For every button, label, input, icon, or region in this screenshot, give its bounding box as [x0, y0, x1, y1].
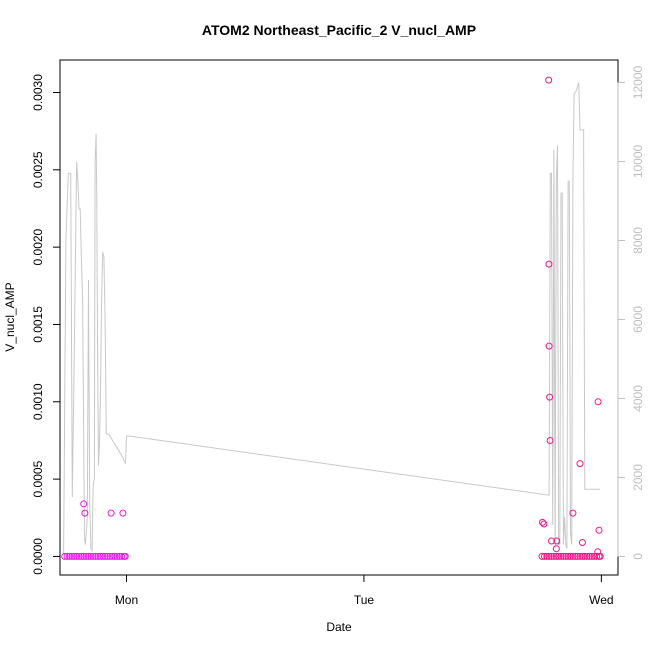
data-point — [73, 552, 81, 560]
data-point — [569, 552, 577, 560]
data-point — [121, 552, 129, 560]
data-point — [588, 552, 596, 560]
data-point — [553, 537, 561, 545]
data-point — [63, 552, 71, 560]
data-point — [81, 509, 89, 517]
data-point — [75, 552, 83, 560]
data-point — [94, 552, 102, 560]
data-point — [594, 398, 602, 406]
data-point — [538, 552, 546, 560]
data-point — [66, 552, 73, 560]
data-point — [552, 545, 560, 553]
data-point — [545, 552, 553, 560]
data-point — [77, 552, 85, 560]
data-point — [108, 552, 116, 560]
data-point — [576, 460, 584, 468]
secondary-series-line — [63, 82, 601, 556]
data-point — [104, 552, 111, 560]
y-axis-label: V_nucl_AMP — [3, 282, 17, 351]
data-point — [70, 552, 78, 560]
data-point — [540, 552, 548, 560]
axis-layer: Mon Tue Wed 0.0000 0.0005 0.0010 0.0015 0.0020 0… — [31, 66, 645, 607]
data-point — [118, 552, 126, 560]
x-tick-label: Tue — [354, 593, 375, 607]
data-point — [548, 537, 555, 545]
data-point — [85, 552, 92, 560]
data-point — [581, 552, 589, 560]
data-point — [101, 552, 109, 560]
chart-title: ATOM2 Northeast_Pacific_2 V_nucl_AMP — [202, 22, 476, 38]
data-point — [68, 552, 76, 560]
y-tick-label: 0.0020 — [31, 228, 45, 265]
data-point — [99, 552, 107, 560]
data-point — [586, 552, 593, 560]
data-point — [562, 552, 570, 560]
data-point — [82, 552, 90, 560]
data-point — [545, 342, 553, 350]
y2-tick-label: 6000 — [631, 306, 645, 333]
secondary-line-layer — [63, 82, 601, 556]
data-point — [87, 552, 95, 560]
data-point — [119, 509, 127, 517]
data-point — [80, 500, 88, 508]
y2-tick-label: 2000 — [631, 464, 645, 491]
data-point — [567, 552, 574, 560]
data-point — [593, 552, 601, 560]
points-layer — [61, 76, 604, 560]
data-point — [576, 552, 584, 560]
data-point — [557, 552, 565, 560]
y2-tick-label: 8000 — [631, 227, 645, 254]
data-point — [583, 552, 591, 560]
y-tick-label: 0.0010 — [31, 383, 45, 420]
y-tick-label: 0.0000 — [31, 538, 45, 575]
y-tick-label: 0.0030 — [31, 74, 45, 111]
data-point — [89, 552, 97, 560]
data-point — [559, 552, 567, 560]
data-point — [80, 552, 88, 560]
data-point — [578, 539, 586, 546]
y-tick-label: 0.0015 — [31, 306, 45, 343]
data-point — [555, 552, 563, 560]
data-point — [543, 552, 551, 560]
data-point — [546, 437, 554, 444]
data-point — [548, 552, 555, 560]
y-tick-label: 0.0025 — [31, 151, 45, 188]
data-point — [550, 552, 558, 560]
y2-tick-label: 10000 — [631, 144, 645, 178]
data-point — [578, 552, 586, 560]
data-point — [571, 552, 579, 560]
data-point — [107, 509, 115, 517]
y-tick-label: 0.0005 — [31, 460, 45, 497]
data-point — [539, 518, 546, 526]
x-tick-label: Mon — [115, 593, 138, 607]
y2-tick-label: 12000 — [631, 66, 645, 100]
data-point — [113, 552, 121, 560]
data-point — [545, 76, 553, 84]
data-point — [96, 552, 104, 560]
data-point — [540, 520, 548, 528]
data-point — [546, 393, 554, 401]
data-point — [595, 526, 603, 534]
data-point — [552, 552, 560, 560]
x-tick-label: Wed — [589, 593, 613, 607]
data-point — [569, 509, 577, 517]
data-point — [111, 552, 119, 560]
y2-tick-label: 4000 — [631, 385, 645, 412]
data-point — [92, 552, 100, 560]
y2-tick-label: 0 — [631, 553, 645, 560]
data-point — [574, 552, 582, 560]
data-point — [545, 260, 553, 268]
data-point — [564, 552, 572, 560]
x-axis-label: Date — [326, 620, 352, 634]
data-point — [106, 552, 114, 560]
data-point — [594, 548, 602, 556]
data-point — [61, 552, 69, 560]
